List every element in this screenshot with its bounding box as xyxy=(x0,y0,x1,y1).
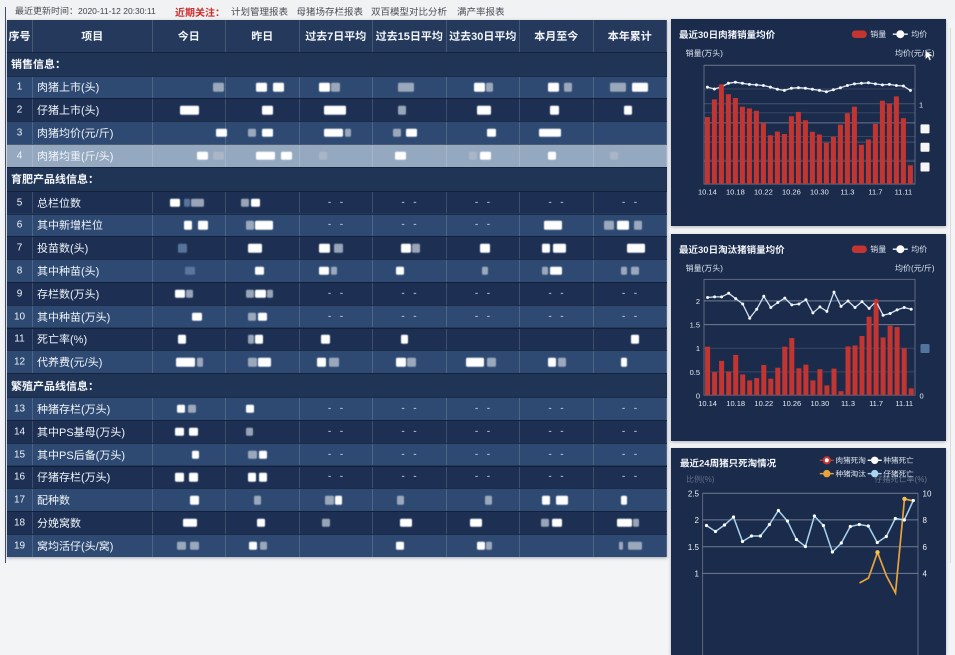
svg-text:最近30日肉猪销量均价: 最近30日肉猪销量均价 xyxy=(679,27,776,41)
svg-text:1.5: 1.5 xyxy=(690,320,700,329)
svg-text:10.18: 10.18 xyxy=(726,398,745,407)
svg-text:仔猪死亡率(%): 仔猪死亡率(%) xyxy=(875,474,928,485)
svg-text:0.5: 0.5 xyxy=(690,367,700,376)
svg-text:1: 1 xyxy=(919,100,923,109)
svg-text:均价(元/斤): 均价(元/斤) xyxy=(895,262,935,273)
svg-text:种猪淘汰: 种猪淘汰 xyxy=(836,468,867,479)
svg-text:10.14: 10.14 xyxy=(698,398,717,407)
svg-text:11.11: 11.11 xyxy=(895,398,913,407)
svg-text:11.3: 11.3 xyxy=(841,398,855,407)
svg-text:0: 0 xyxy=(696,391,700,400)
svg-text:6: 6 xyxy=(923,542,928,551)
svg-text:10.18: 10.18 xyxy=(726,188,745,197)
svg-text:1.5: 1.5 xyxy=(688,542,700,551)
svg-text:10.26: 10.26 xyxy=(782,398,801,407)
svg-text:0: 0 xyxy=(920,391,924,400)
svg-text:仔猪死亡: 仔猪死亡 xyxy=(883,468,914,479)
svg-text:1: 1 xyxy=(695,569,700,578)
svg-text:销量: 销量 xyxy=(870,29,886,40)
svg-text:11.7: 11.7 xyxy=(869,398,883,407)
svg-text:最近24周猪只死淘情况: 最近24周猪只死淘情况 xyxy=(680,455,777,469)
svg-text:10: 10 xyxy=(923,489,932,498)
svg-text:种猪死亡: 种猪死亡 xyxy=(883,455,914,466)
svg-text:11.11: 11.11 xyxy=(895,188,913,197)
svg-text:10.30: 10.30 xyxy=(810,188,829,197)
svg-text:肉猪死淘: 肉猪死淘 xyxy=(836,455,867,466)
svg-text:均价: 均价 xyxy=(911,29,927,40)
svg-text:4: 4 xyxy=(923,569,928,578)
svg-text:10.22: 10.22 xyxy=(754,188,773,197)
svg-text:8: 8 xyxy=(923,516,928,525)
svg-text:2: 2 xyxy=(696,296,700,305)
svg-text:10.14: 10.14 xyxy=(698,188,717,197)
svg-text:1: 1 xyxy=(696,344,700,353)
svg-text:2: 2 xyxy=(695,516,700,525)
svg-text:均价(元/斤): 均价(元/斤) xyxy=(895,48,935,59)
svg-text:销量: 销量 xyxy=(870,244,886,255)
svg-text:11.3: 11.3 xyxy=(840,188,854,197)
svg-text:比例(%): 比例(%) xyxy=(686,474,715,485)
svg-text:最近30日淘汰猪销量均价: 最近30日淘汰猪销量均价 xyxy=(679,242,785,256)
svg-text:10.30: 10.30 xyxy=(811,398,830,407)
svg-text:2.5: 2.5 xyxy=(688,489,700,498)
svg-text:销量(万头): 销量(万头) xyxy=(686,262,724,273)
svg-text:均价: 均价 xyxy=(911,244,927,255)
svg-text:10.22: 10.22 xyxy=(754,398,773,407)
svg-text:10.26: 10.26 xyxy=(782,188,801,197)
svg-text:11.7: 11.7 xyxy=(868,188,882,197)
svg-text:销量(万头): 销量(万头) xyxy=(686,48,724,59)
